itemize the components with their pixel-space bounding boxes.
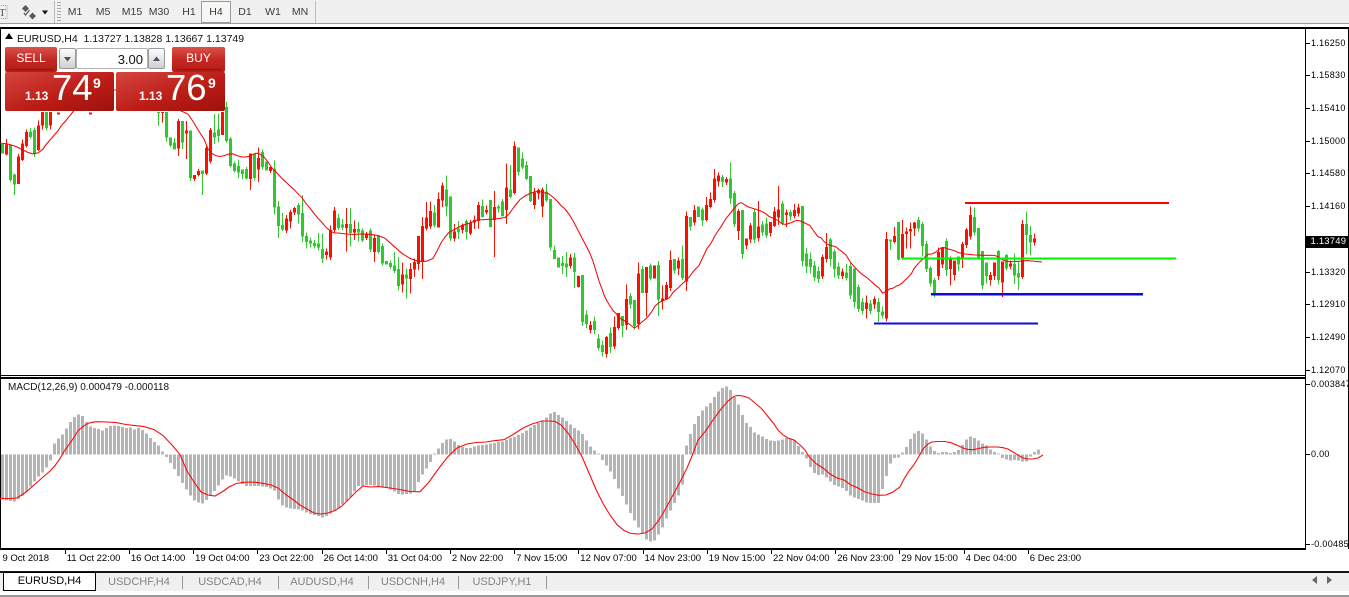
svg-text:T: T: [0, 7, 6, 19]
